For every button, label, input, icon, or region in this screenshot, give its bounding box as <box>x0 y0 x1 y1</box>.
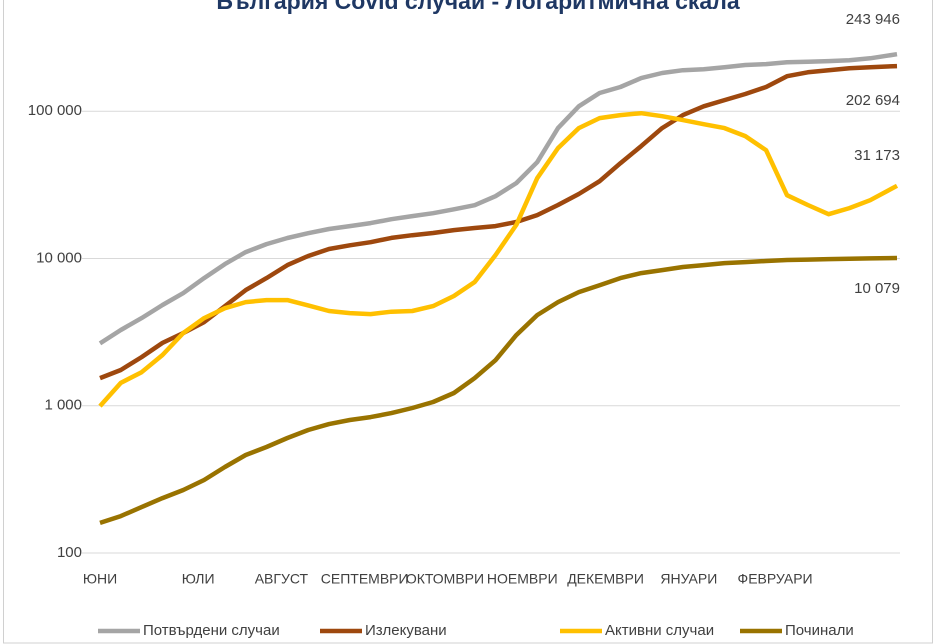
x-tick-label: ЯНУАРИ <box>660 571 717 587</box>
data-label: 31 173 <box>854 147 900 164</box>
x-tick-label: ОКТОМВРИ <box>406 571 484 587</box>
data-label: 10 079 <box>854 280 900 297</box>
legend-label: Потвърдени случаи <box>143 622 280 639</box>
legend-label: Починали <box>785 622 854 639</box>
x-tick-label: ЮЛИ <box>182 571 215 587</box>
x-tick-label: ДЕКЕМВРИ <box>567 571 644 587</box>
y-tick-label: 100 000 <box>28 102 82 119</box>
x-tick-label: ФЕВРУАРИ <box>738 571 813 587</box>
x-tick-label: СЕПТЕМВРИ <box>321 571 409 587</box>
series-line <box>99 255 898 526</box>
x-tick-label: АВГУСТ <box>255 571 309 587</box>
series-line <box>99 63 898 381</box>
series-line <box>98 51 898 346</box>
y-tick-label: 1 000 <box>44 397 82 414</box>
x-tick-label: НОЕМВРИ <box>487 571 558 587</box>
series-line <box>98 110 899 408</box>
chart-title: България Covid случаи - Логаритмична ска… <box>216 0 739 14</box>
x-tick-label: ЮНИ <box>83 571 117 587</box>
data-label: 202 694 <box>846 92 900 109</box>
legend-label: Активни случаи <box>605 622 714 639</box>
data-label: 243 946 <box>846 11 900 28</box>
y-tick-label: 10 000 <box>36 249 82 266</box>
y-tick-label: 100 <box>57 544 82 561</box>
legend-label: Излекувани <box>365 622 447 639</box>
chart-border <box>3 0 933 644</box>
